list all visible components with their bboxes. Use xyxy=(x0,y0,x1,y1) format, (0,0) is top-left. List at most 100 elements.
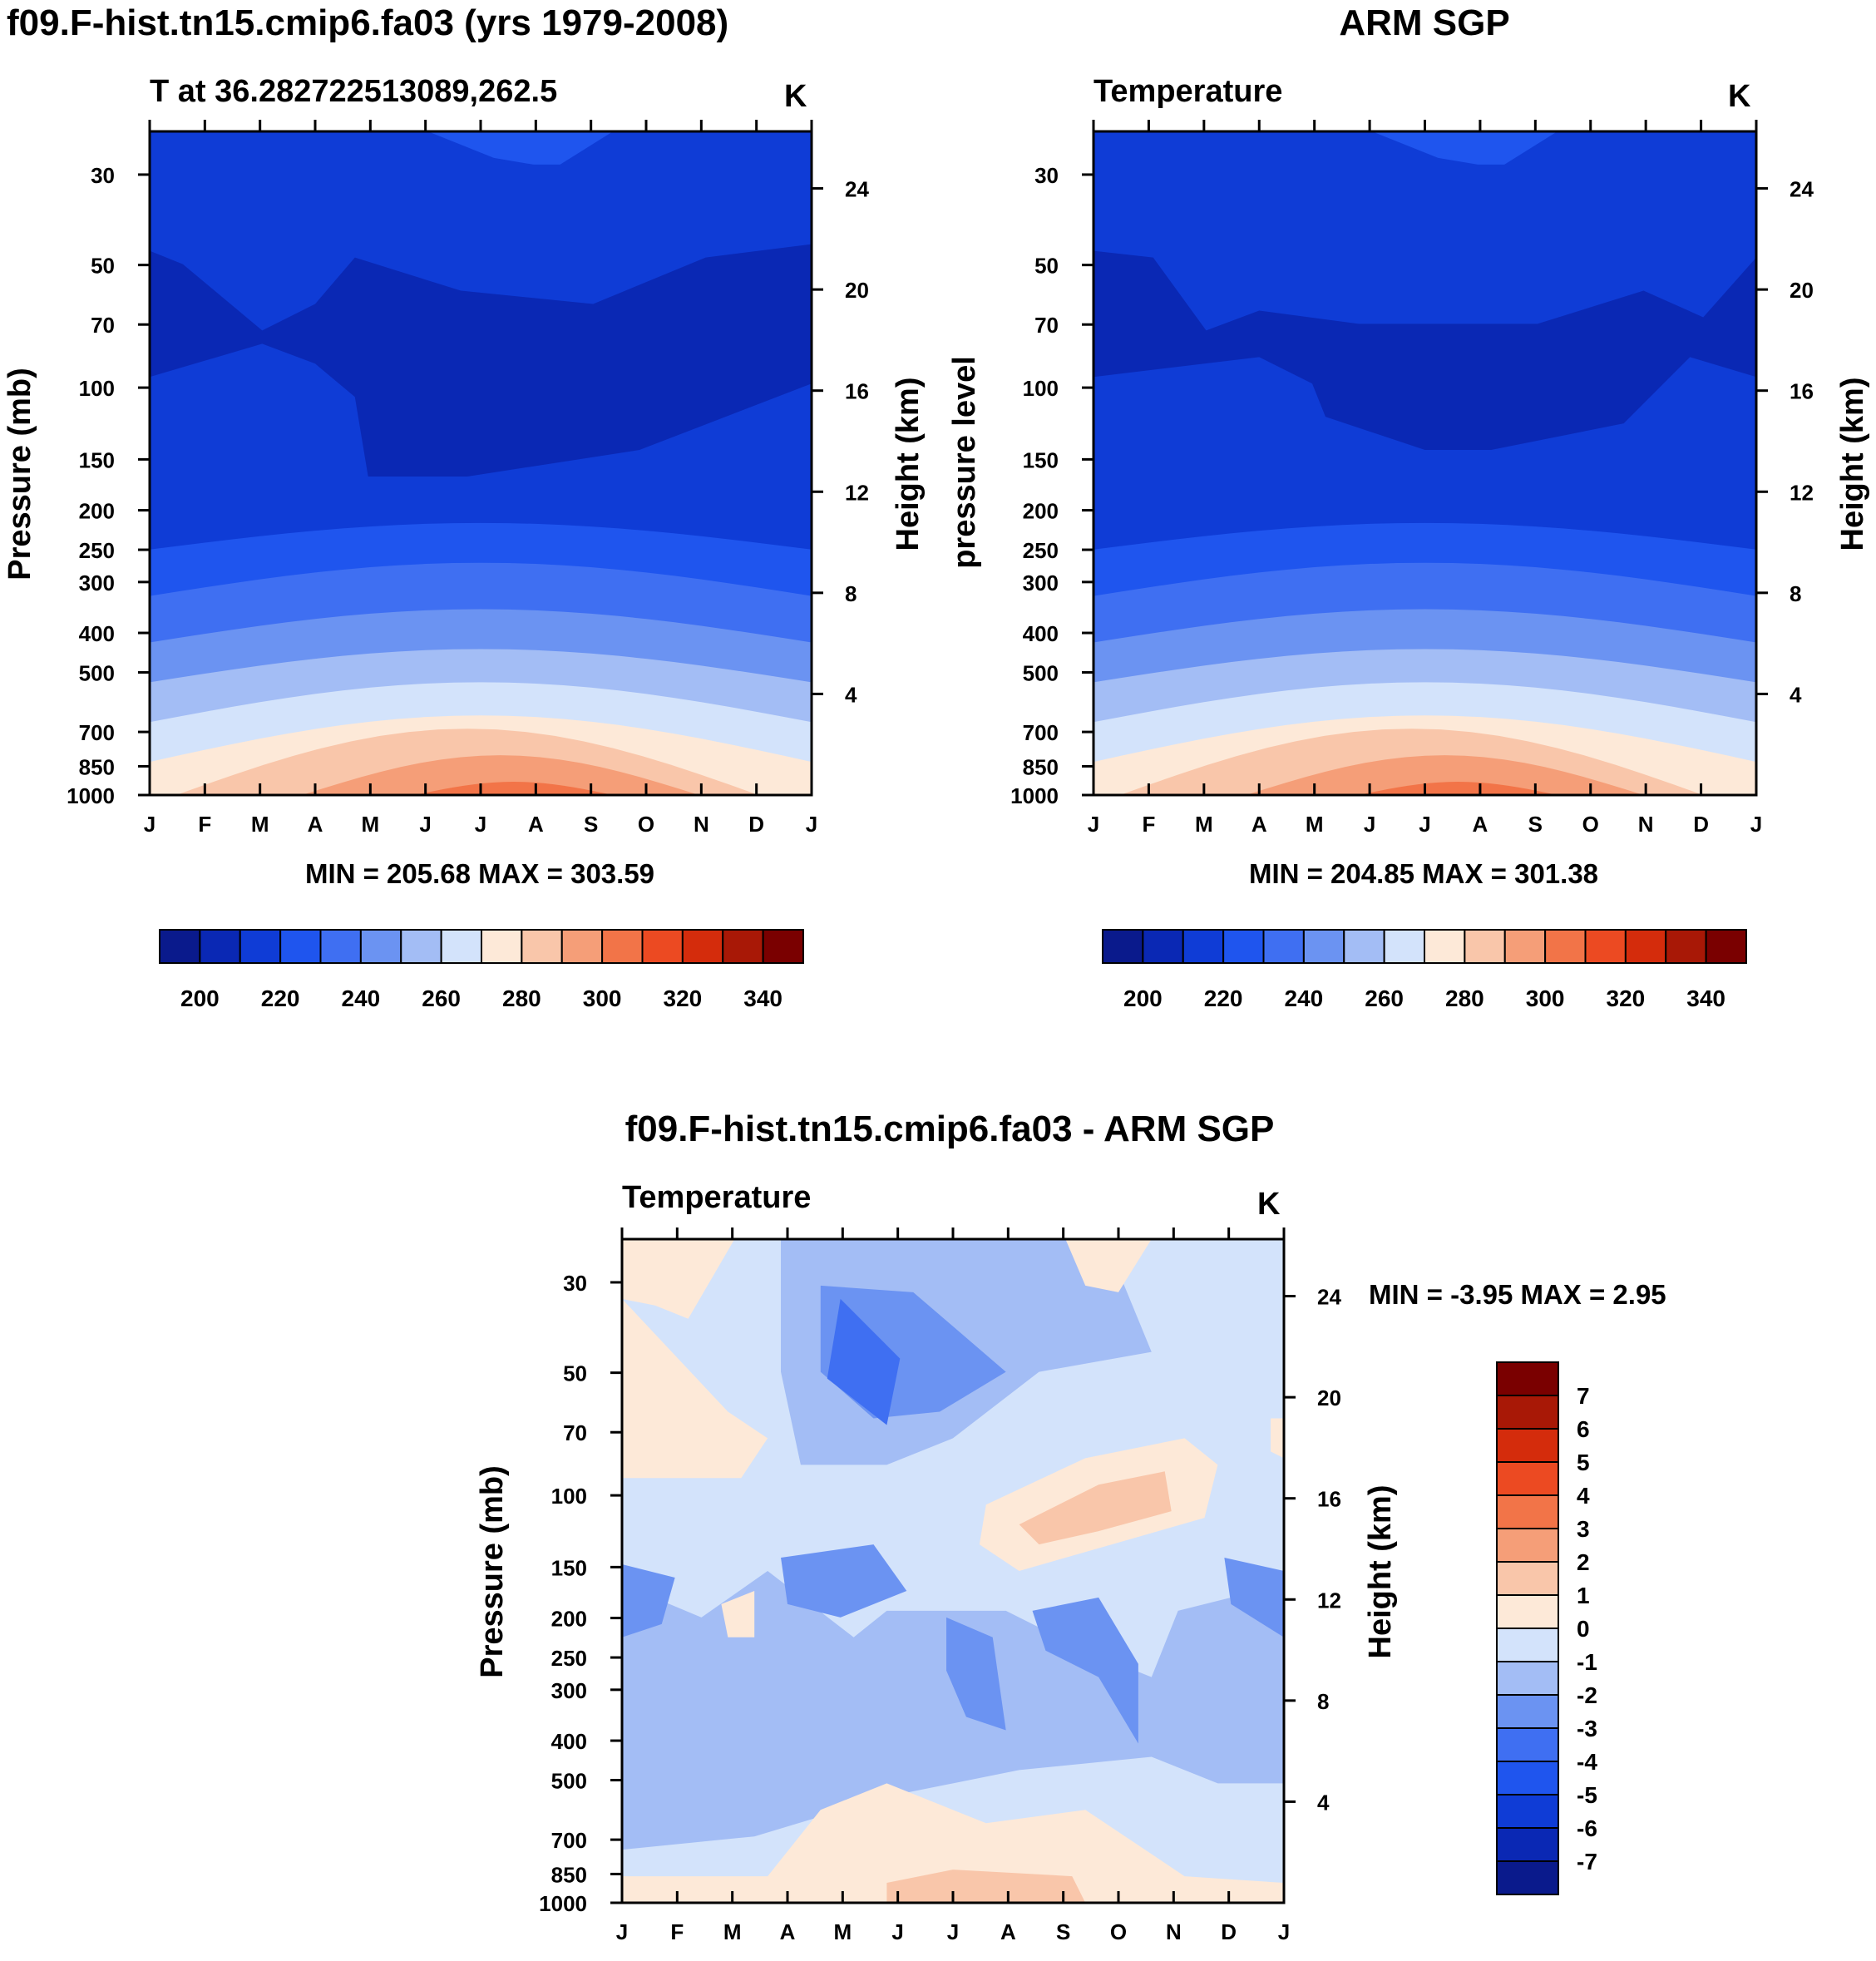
model-y-tick-label: 30 xyxy=(91,163,115,188)
obs-x-tick-label: J xyxy=(1419,812,1430,837)
diff-colorbar-label: 1 xyxy=(1577,1583,1590,1608)
diff-x-tick-label: D xyxy=(1221,1919,1237,1944)
obs-y2-tick-label: 16 xyxy=(1790,379,1814,404)
obs-x-tick-label: J xyxy=(1364,812,1375,837)
diff-colorbar: 7 6 5 4 3 2 1 0 -1 -2 -3 -4 -5 -6 -7 xyxy=(1496,1361,1597,1895)
diff-colorbar-label: -4 xyxy=(1577,1749,1597,1775)
diff-x-tick-label: J xyxy=(891,1919,903,1944)
diff-y2-tick-label: 8 xyxy=(1317,1689,1329,1714)
model-x-tick-label: J xyxy=(475,812,486,837)
diff-colorbar-label: -3 xyxy=(1577,1716,1597,1741)
obs-colorbar-label: 300 xyxy=(1526,985,1565,1011)
model-y-tick-label: 400 xyxy=(79,621,115,646)
obs-y-tick-label: 400 xyxy=(1023,621,1059,646)
model-title: f09.F-hist.tn15.cmip6.fa03 (yrs 1979-200… xyxy=(7,2,728,43)
diff-colorbar-label: 2 xyxy=(1577,1549,1590,1575)
diff-x-tick-label: A xyxy=(780,1919,796,1944)
model-colorbar-box xyxy=(239,929,282,964)
model-colorbar-label: 200 xyxy=(180,985,220,1011)
obs-y-tick-label: 250 xyxy=(1023,538,1059,563)
diff-left-string: Temperature xyxy=(622,1180,811,1215)
model-y2-tick-label: 4 xyxy=(845,682,857,707)
diff-band xyxy=(946,1617,1006,1731)
model-y2-tick-label: 16 xyxy=(845,379,869,404)
obs-x-tick-label: M xyxy=(1195,812,1213,837)
obs-y-label: pressure level xyxy=(947,356,982,569)
model-y-tick-label: 500 xyxy=(79,661,115,686)
diff-colorbar-box xyxy=(1496,1661,1559,1696)
obs-y2-tick-label: 4 xyxy=(1790,682,1802,707)
model-y-tick-label: 70 xyxy=(91,313,115,338)
diff-band xyxy=(721,1590,755,1637)
diff-colorbar-box xyxy=(1496,1761,1559,1796)
model-colorbar-box xyxy=(400,929,442,964)
diff-colorbar-label: 6 xyxy=(1577,1416,1590,1442)
obs-x-tick-label: A xyxy=(1473,812,1488,837)
diff-colorbar-box xyxy=(1496,1860,1559,1895)
model-colorbar-label: 300 xyxy=(583,985,622,1011)
model-colorbar-box xyxy=(319,929,362,964)
diff-band xyxy=(622,1564,675,1637)
obs-y-tick-label: 850 xyxy=(1023,754,1059,779)
obs-band xyxy=(1246,755,1644,795)
model-colorbar-box xyxy=(681,929,724,964)
model-y-tick-label: 700 xyxy=(79,720,115,745)
diff-x-tick-label: A xyxy=(1000,1919,1016,1944)
obs-colorbar-box xyxy=(1142,929,1184,964)
obs-colorbar-box xyxy=(1424,929,1466,964)
model-x-tick-label: A xyxy=(528,812,544,837)
model-x-tick-label: N xyxy=(694,812,709,837)
model-colorbar-box xyxy=(641,929,684,964)
model-colorbar-box xyxy=(560,929,604,964)
diff-band xyxy=(1224,1558,1284,1637)
obs-colorbar-box xyxy=(1464,929,1506,964)
diff-colorbar-label: -2 xyxy=(1577,1682,1597,1708)
obs-minmax: MIN = 204.85 MAX = 301.38 xyxy=(1249,858,1598,889)
diff-y2-tick-label: 12 xyxy=(1317,1588,1341,1613)
diff-band xyxy=(1271,1418,1284,1459)
diff-x-tick-label: F xyxy=(670,1919,684,1944)
model-units: K xyxy=(784,79,807,114)
model-colorbar-box xyxy=(521,929,563,964)
model-x-tick-label: S xyxy=(584,812,598,837)
diff-colorbar-box xyxy=(1496,1461,1559,1496)
obs-x-tick-label: D xyxy=(1693,812,1709,837)
diff-x-tick-label: N xyxy=(1166,1919,1182,1944)
diff-colorbar-label: 5 xyxy=(1577,1450,1590,1475)
diff-contour-plot: J F M A M J J A S O N D J 30 50 70 100 150 200 250 300 400 500… xyxy=(539,1227,1341,1944)
model-x-tick-label: F xyxy=(198,812,211,837)
model-colorbar-label: 320 xyxy=(664,985,703,1011)
diff-y-tick-label: 300 xyxy=(551,1678,587,1703)
diff-colorbar-box xyxy=(1496,1361,1559,1396)
obs-colorbar-box xyxy=(1503,929,1547,964)
diff-y-tick-label: 850 xyxy=(551,1862,587,1887)
model-x-tick-label: J xyxy=(419,812,431,837)
obs-colorbar: 200 220 240 260 280 300 320 340 xyxy=(1102,929,1747,1011)
obs-y2-tick-label: 12 xyxy=(1790,480,1814,505)
obs-colorbar-label: 280 xyxy=(1445,985,1484,1011)
model-colorbar-box xyxy=(722,929,764,964)
model-y-tick-label: 50 xyxy=(91,254,115,279)
diff-x-tick-label: S xyxy=(1056,1919,1070,1944)
model-left-string: T at 36.282722513089,262.5 xyxy=(150,74,557,109)
diff-y-label: Pressure (mb) xyxy=(475,1465,510,1678)
obs-y2-label: Height (km) xyxy=(1835,378,1870,551)
model-colorbar-box xyxy=(601,929,644,964)
model-minmax: MIN = 205.68 MAX = 303.59 xyxy=(305,858,654,889)
obs-colorbar-label: 240 xyxy=(1285,985,1324,1011)
model-colorbar-label: 260 xyxy=(422,985,461,1011)
diff-colorbar-box xyxy=(1496,1694,1559,1729)
obs-colorbar-box xyxy=(1665,929,1707,964)
obs-y-tick-label: 300 xyxy=(1023,571,1059,595)
model-y2-label: Height (km) xyxy=(891,378,926,551)
diff-colorbar-label: -1 xyxy=(1577,1649,1597,1675)
obs-colorbar-box xyxy=(1182,929,1225,964)
diff-y-tick-label: 100 xyxy=(551,1484,587,1509)
obs-colorbar-box xyxy=(1544,929,1587,964)
diff-x-tick-label: J xyxy=(1278,1919,1290,1944)
diff-y-tick-label: 150 xyxy=(551,1555,587,1580)
diff-x-tick-label: J xyxy=(616,1919,628,1944)
diff-y-tick-label: 1000 xyxy=(539,1891,587,1916)
diff-y-tick-label: 250 xyxy=(551,1646,587,1671)
diff-colorbar-box xyxy=(1496,1428,1559,1463)
